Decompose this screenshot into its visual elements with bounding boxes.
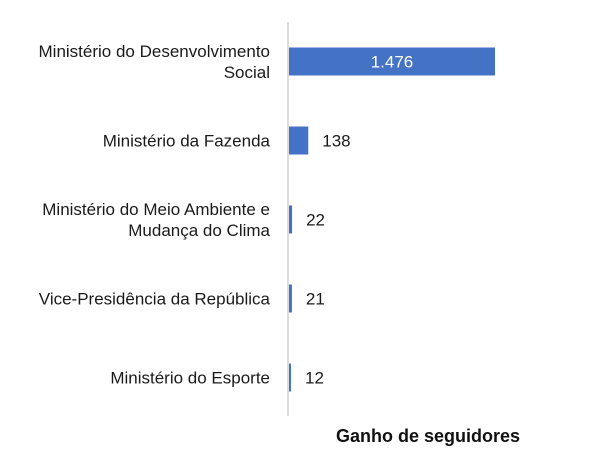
data-label: 22 [306,211,325,230]
x-axis-title: Ganho de seguidores [336,426,520,446]
data-label: 21 [306,290,325,309]
bar [289,47,495,76]
data-label: 12 [305,369,324,388]
category-label: Ministério da Fazenda [103,132,271,151]
bar [289,126,309,155]
category-label: Vice-Presidência da República [39,290,271,309]
category-label: Ministério do Esporte [110,369,270,388]
category-label: Ministério do Desenvolvimento Social [39,42,271,82]
data-label: 1.476 [371,53,414,72]
bars [289,47,495,392]
bar [289,284,292,313]
bar [289,205,293,234]
value-labels: 1.476 138 22 21 12 [305,53,413,388]
category-label: Ministério do Meio Ambiente e Mudança do … [42,200,270,240]
category-labels: Ministério do Desenvolvimento Social Minis… [39,42,271,388]
bar [289,363,291,392]
data-label: 138 [322,132,350,151]
